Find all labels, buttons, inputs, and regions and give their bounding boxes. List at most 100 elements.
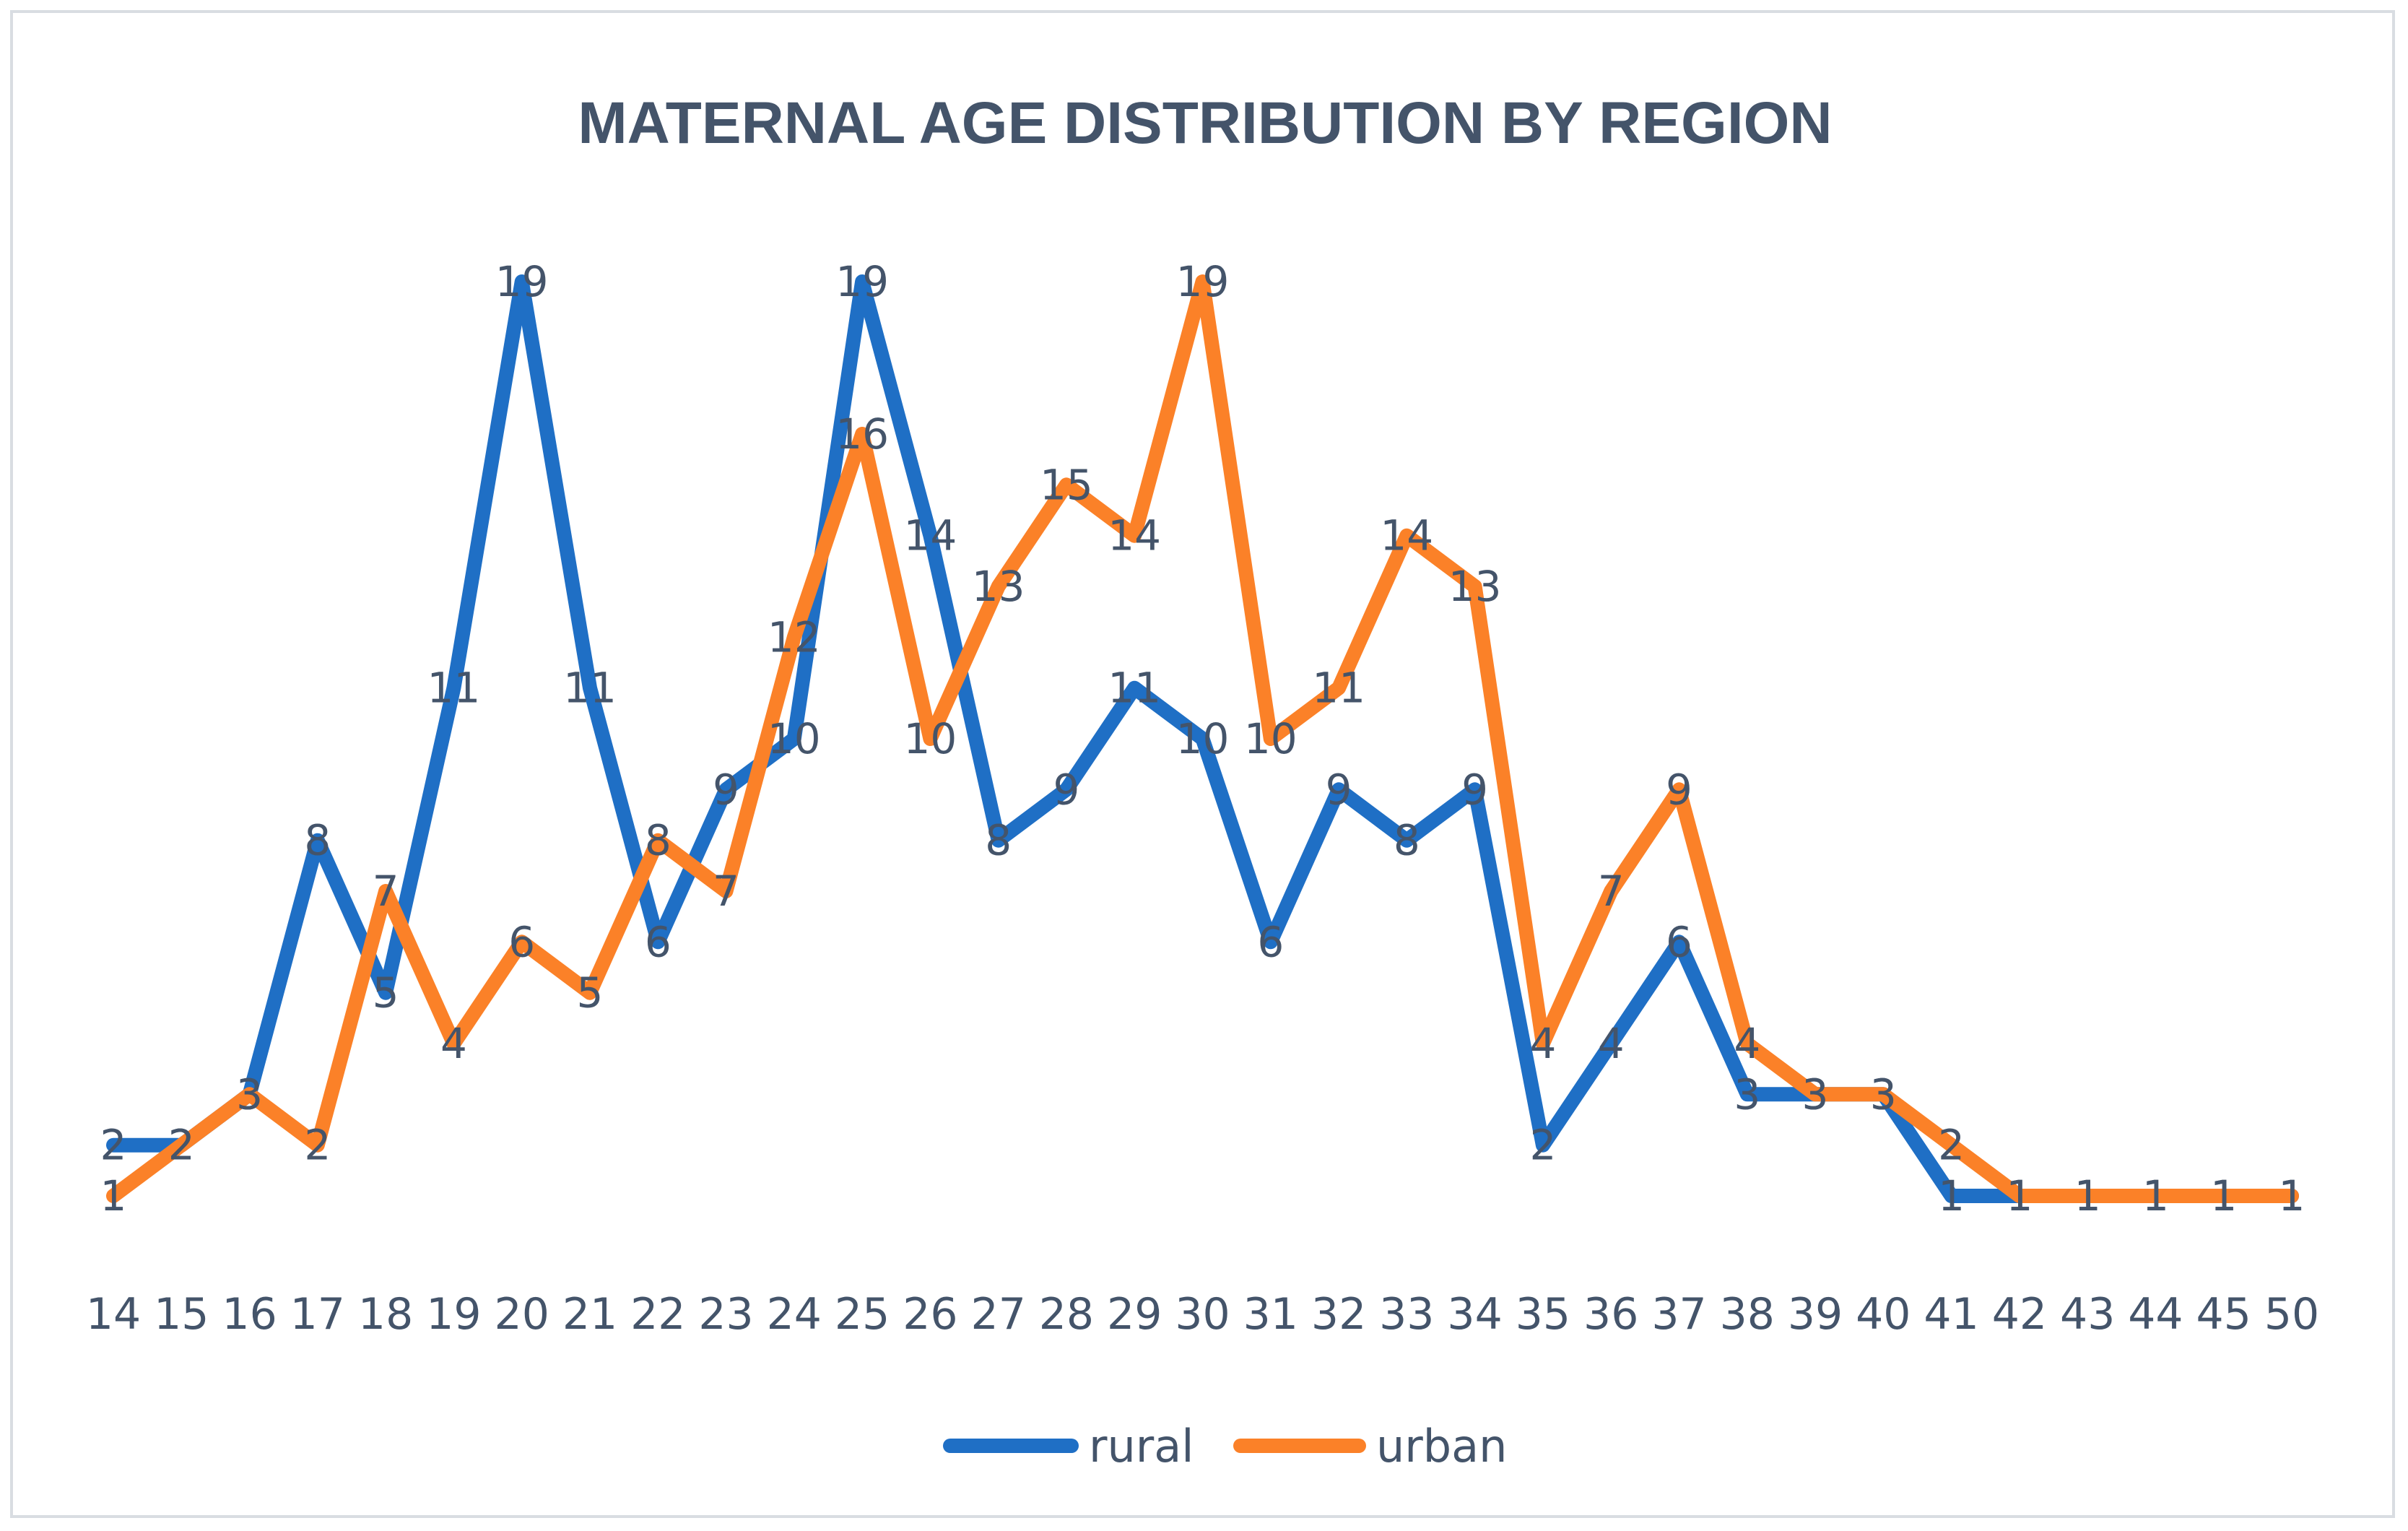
data-label-rural-50: 1 xyxy=(2279,1171,2305,1220)
chart-title: MATERNAL AGE DISTRIBUTION BY REGION xyxy=(578,90,1832,156)
data-label-urban-35: 4 xyxy=(1529,1019,1556,1068)
data-label-rural-16: 3 xyxy=(236,1070,263,1119)
x-tick-label-44: 44 xyxy=(2128,1289,2183,1340)
x-axis-tick-labels: 14 15 16 17 18 19 20 21 22 23 24 25 26 27 28 29 30 31 32 33… xyxy=(86,1289,2319,1340)
data-label-rural-38: 3 xyxy=(1734,1070,1760,1119)
data-label-rural-22: 6 xyxy=(645,917,671,966)
series-line-urban xyxy=(106,274,2299,1203)
x-tick-label-19: 19 xyxy=(426,1289,481,1340)
x-tick-label-50: 50 xyxy=(2264,1289,2319,1340)
data-label-rural-45: 1 xyxy=(2210,1171,2237,1220)
x-tick-label-41: 41 xyxy=(1924,1289,1978,1340)
x-tick-label-20: 20 xyxy=(495,1289,549,1340)
data-label-rural-28: 9 xyxy=(1053,765,1079,814)
x-tick-label-27: 27 xyxy=(971,1289,1026,1340)
x-tick-label-33: 33 xyxy=(1379,1289,1434,1340)
data-label-urban-40: 3 xyxy=(1870,1070,1897,1119)
data-label-urban-41: 2 xyxy=(1938,1121,1965,1170)
x-tick-label-17: 17 xyxy=(290,1289,345,1340)
data-label-rural-35: 2 xyxy=(1529,1121,1556,1170)
data-label-urban-19: 4 xyxy=(440,1019,467,1068)
series-line-rural xyxy=(106,274,2299,1203)
data-label-rural-26: 14 xyxy=(903,511,957,560)
x-tick-label-15: 15 xyxy=(154,1289,209,1340)
data-label-urban-23: 7 xyxy=(713,867,739,916)
x-tick-label-21: 21 xyxy=(562,1289,617,1340)
data-label-rural-23: 9 xyxy=(713,765,739,814)
data-label-urban-28: 15 xyxy=(1040,460,1093,509)
x-tick-label-25: 25 xyxy=(835,1289,890,1340)
x-tick-label-24: 24 xyxy=(767,1289,822,1340)
data-label-rural-24: 10 xyxy=(768,714,821,763)
data-label-rural-25: 19 xyxy=(835,257,889,306)
data-label-urban-38: 4 xyxy=(1734,1019,1760,1068)
x-tick-label-35: 35 xyxy=(1516,1289,1570,1340)
x-tick-label-45: 45 xyxy=(2196,1289,2251,1340)
data-label-rural-42: 1 xyxy=(2006,1171,2033,1220)
x-tick-label-18: 18 xyxy=(358,1289,413,1340)
data-label-urban-42: 1 xyxy=(2006,1171,2033,1220)
x-tick-label-36: 36 xyxy=(1583,1289,1638,1340)
data-label-urban-17: 2 xyxy=(304,1121,331,1170)
data-label-urban-26: 10 xyxy=(903,714,957,763)
x-tick-label-40: 40 xyxy=(1856,1289,1911,1340)
line-chart: MATERNAL AGE DISTRIBUTION BY REGION 2 238… xyxy=(86,90,2319,1473)
data-label-rural-33: 8 xyxy=(1394,816,1420,865)
data-label-urban-31: 10 xyxy=(1244,714,1298,763)
series-layer xyxy=(106,274,2299,1203)
data-label-urban-33: 14 xyxy=(1380,511,1433,560)
data-label-rural-18: 5 xyxy=(373,968,399,1018)
data-label-urban-24: 12 xyxy=(768,612,821,662)
data-label-rural-44: 1 xyxy=(2142,1171,2169,1220)
data-label-rural-40: 3 xyxy=(1870,1070,1897,1119)
data-label-rural-27: 8 xyxy=(985,816,1012,865)
data-label-rural-31: 6 xyxy=(1257,917,1284,966)
data-label-urban-45: 1 xyxy=(2210,1171,2237,1220)
x-tick-label-38: 38 xyxy=(1720,1289,1775,1340)
data-label-rural-21: 11 xyxy=(563,664,617,713)
data-label-urban-21: 5 xyxy=(577,968,604,1018)
legend-label-rural: rural xyxy=(1089,1420,1194,1473)
data-label-urban-37: 9 xyxy=(1666,765,1692,814)
x-tick-label-22: 22 xyxy=(630,1289,685,1340)
data-label-rural-30: 10 xyxy=(1176,714,1230,763)
data-label-rural-20: 19 xyxy=(495,257,549,306)
data-label-urban-14: 1 xyxy=(100,1171,127,1220)
data-label-urban-27: 13 xyxy=(972,562,1025,611)
data-label-rural-37: 6 xyxy=(1666,917,1692,966)
data-label-urban-36: 7 xyxy=(1598,867,1625,916)
data-label-rural-34: 9 xyxy=(1461,765,1488,814)
data-label-urban-43: 1 xyxy=(2074,1171,2101,1220)
x-tick-label-16: 16 xyxy=(222,1289,277,1340)
x-tick-label-30: 30 xyxy=(1175,1289,1230,1340)
data-label-urban-25: 16 xyxy=(835,409,889,459)
data-label-urban-18: 7 xyxy=(373,867,399,916)
x-tick-label-23: 23 xyxy=(698,1289,753,1340)
x-tick-label-28: 28 xyxy=(1039,1289,1094,1340)
data-label-urban-44: 1 xyxy=(2142,1171,2169,1220)
x-tick-label-32: 32 xyxy=(1311,1289,1366,1340)
data-label-urban-34: 13 xyxy=(1448,562,1502,611)
x-tick-label-31: 31 xyxy=(1243,1289,1298,1340)
data-label-rural-36: 4 xyxy=(1598,1019,1625,1068)
x-tick-label-43: 43 xyxy=(2060,1289,2115,1340)
data-label-urban-39: 3 xyxy=(1802,1070,1829,1119)
data-label-rural-17: 8 xyxy=(304,816,331,865)
data-label-rural-19: 11 xyxy=(427,664,480,713)
data-label-urban-15: 2 xyxy=(168,1121,195,1170)
x-tick-label-26: 26 xyxy=(903,1289,957,1340)
data-label-urban-32: 11 xyxy=(1312,664,1365,713)
data-label-urban-50: 1 xyxy=(2279,1171,2305,1220)
x-tick-label-39: 39 xyxy=(1788,1289,1843,1340)
data-label-rural-43: 1 xyxy=(2074,1171,2101,1220)
data-label-rural-14: 2 xyxy=(100,1121,127,1170)
data-label-rural-32: 9 xyxy=(1326,765,1352,814)
data-label-urban-22: 8 xyxy=(645,816,671,865)
x-tick-label-29: 29 xyxy=(1107,1289,1162,1340)
data-label-urban-29: 14 xyxy=(1108,511,1161,560)
x-tick-label-14: 14 xyxy=(86,1289,141,1340)
x-tick-label-42: 42 xyxy=(1992,1289,2047,1340)
data-label-urban-30: 19 xyxy=(1176,257,1230,306)
data-label-urban-16: 3 xyxy=(236,1070,263,1119)
